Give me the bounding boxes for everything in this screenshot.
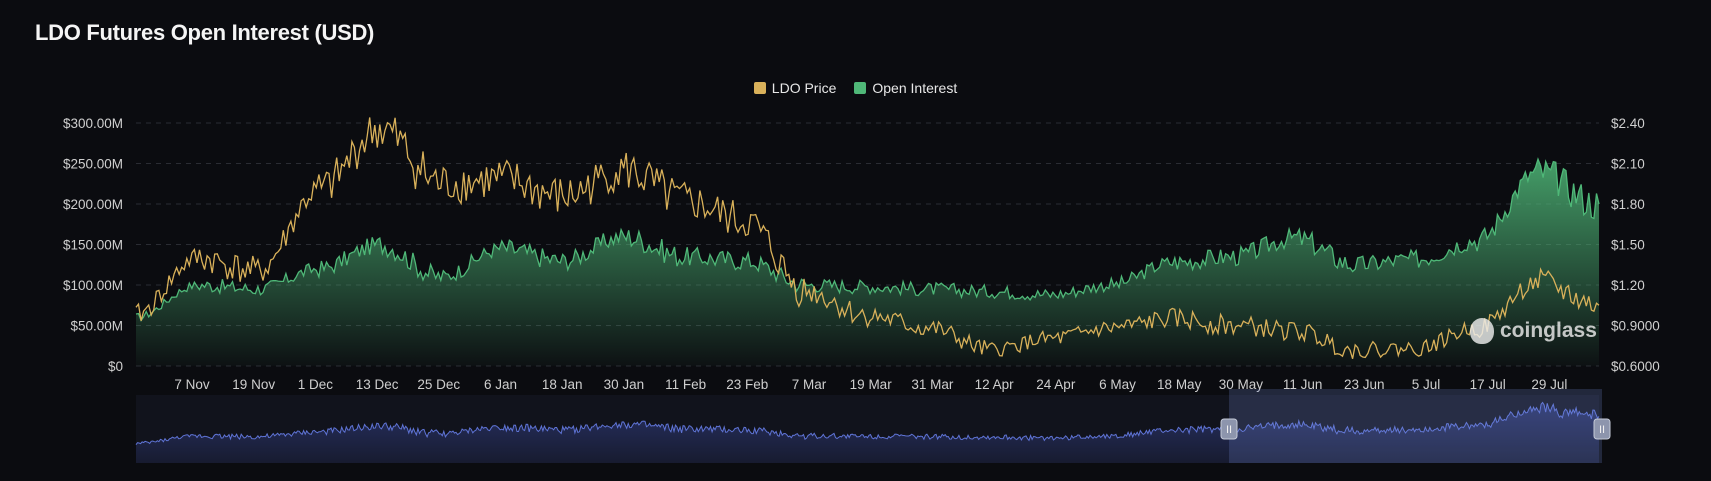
x-tick-label: 6 May bbox=[1099, 377, 1136, 392]
x-tick-label: 18 Jan bbox=[542, 377, 583, 392]
x-tick-label: 12 Apr bbox=[975, 377, 1015, 392]
open-interest-area bbox=[136, 159, 1599, 366]
x-tick-label: 19 Nov bbox=[232, 377, 275, 392]
x-tick-label: 11 Feb bbox=[665, 377, 706, 392]
y-left-tick-label: $100.00M bbox=[63, 278, 123, 293]
x-tick-label: 6 Jan bbox=[484, 377, 517, 392]
x-tick-label: 30 May bbox=[1219, 377, 1264, 392]
y-axis-right: $0.6000 $0.9000 $1.20 $1.50 $1.80 $2.10 $2.40 bbox=[1611, 116, 1660, 374]
x-tick-label: 24 Apr bbox=[1036, 377, 1076, 392]
y-right-tick-label: $2.40 bbox=[1611, 116, 1645, 131]
legend-swatch-ldo-price bbox=[753, 82, 766, 94]
x-tick-label: 25 Dec bbox=[417, 377, 460, 392]
ldo-price-series bbox=[135, 117, 1600, 359]
x-tick-label: 1 Dec bbox=[298, 377, 334, 392]
x-tick-label: 17 Jul bbox=[1470, 377, 1506, 392]
y-right-tick-label: $0.6000 bbox=[1611, 359, 1660, 374]
y-right-tick-label: $0.9000 bbox=[1611, 319, 1660, 334]
legend-swatch-open-interest bbox=[854, 82, 867, 94]
x-tick-label: 7 Mar bbox=[792, 377, 827, 392]
navigator-right-handle-grip bbox=[1593, 418, 1611, 440]
navigator-selection[interactable] bbox=[1229, 389, 1602, 463]
x-tick-label: 5 Jul bbox=[1412, 377, 1441, 392]
y-axis-left: $0 $50.00M $100.00M $150.00M $200.00M $250.00… bbox=[63, 116, 123, 374]
y-right-tick-label: $1.20 bbox=[1611, 278, 1645, 293]
y-right-tick-label: $1.80 bbox=[1611, 197, 1645, 212]
x-tick-label: 30 Jan bbox=[604, 377, 645, 392]
navigator-left-handle-grip bbox=[1220, 418, 1238, 440]
x-tick-label: 7 Nov bbox=[174, 377, 210, 392]
x-tick-label: 23 Feb bbox=[726, 377, 768, 392]
legend-label-open-interest: Open Interest bbox=[872, 80, 958, 96]
range-navigator[interactable]: II II bbox=[135, 389, 1611, 463]
x-tick-label: 13 Dec bbox=[356, 377, 399, 392]
navigator-area bbox=[136, 402, 1599, 463]
open-interest-series bbox=[135, 157, 1600, 366]
legend-label-ldo-price: LDO Price bbox=[771, 80, 837, 96]
ldo-price-line bbox=[135, 117, 1600, 359]
navigator-line bbox=[135, 401, 1600, 445]
x-tick-label: 19 Mar bbox=[850, 377, 893, 392]
coinglass-watermark: coinglass bbox=[1470, 318, 1597, 344]
chart-title: LDO Futures Open Interest (USD) bbox=[35, 20, 375, 45]
navigator-right-handle-label: II bbox=[1599, 424, 1605, 436]
chart-legend: LDO Price Open Interest bbox=[0, 80, 1711, 96]
y-right-tick-label: $2.10 bbox=[1611, 157, 1645, 172]
legend-item-ldo-price[interactable]: LDO Price bbox=[753, 80, 837, 96]
coinglass-logo-icon bbox=[1470, 318, 1494, 344]
navigator-left-handle[interactable]: II bbox=[1220, 418, 1238, 440]
y-right-tick-label: $1.50 bbox=[1611, 238, 1645, 253]
y-left-tick-label: $50.00M bbox=[70, 319, 123, 334]
x-tick-label: 18 May bbox=[1157, 377, 1202, 392]
y-left-tick-label: $250.00M bbox=[63, 157, 123, 172]
navigator-right-handle[interactable]: II bbox=[1593, 418, 1611, 440]
y-left-tick-label: $300.00M bbox=[63, 116, 123, 131]
x-tick-label: 29 Jul bbox=[1531, 377, 1567, 392]
legend-item-open-interest[interactable]: Open Interest bbox=[854, 80, 957, 96]
y-left-tick-label: $200.00M bbox=[63, 197, 123, 212]
y-left-tick-label: $150.00M bbox=[63, 238, 123, 253]
navigator-left-handle-label: II bbox=[1226, 424, 1232, 436]
watermark-text: coinglass bbox=[1500, 319, 1597, 342]
x-axis: 7 Nov 19 Nov 1 Dec 13 Dec 25 Dec 6 Jan 18 Jan 3… bbox=[174, 377, 1567, 392]
x-tick-label: 11 Jun bbox=[1283, 377, 1323, 392]
open-interest-line bbox=[135, 157, 1600, 322]
x-tick-label: 31 Mar bbox=[911, 377, 954, 392]
x-tick-label: 23 Jun bbox=[1344, 377, 1385, 392]
y-left-tick-label: $0 bbox=[108, 359, 123, 374]
